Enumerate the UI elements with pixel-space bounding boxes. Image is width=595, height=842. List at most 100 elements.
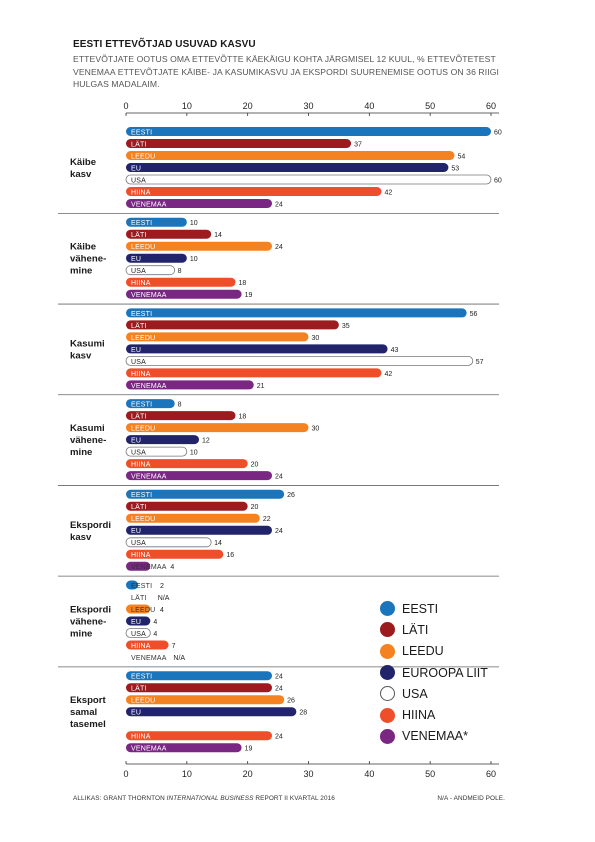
bar-category-label: USA [131,631,146,638]
bar-eu [126,163,449,172]
bar-value-label: 24 [275,674,283,681]
bar-category-label: USA [131,268,146,275]
bar-läti [126,683,272,693]
group-label-line: Käibe [70,242,96,253]
bar-category-label: LEEDU [131,153,155,160]
bar-value-label: 53 [451,165,459,172]
bar-hiina [126,277,236,287]
bar-category-label: VENEMAA [131,201,167,208]
bar-value-label: 26 [287,698,295,705]
bar-category-label: HIINA [131,189,151,196]
bar-category-label: EU [131,165,141,172]
chart-title: EESTI ETTEVÕTJAD USUVAD KASVU [73,39,256,50]
tick-label-top: 30 [303,101,313,111]
bar-usa [125,446,188,457]
bar-value-label: 4 [153,619,157,626]
bar-usa [125,355,474,366]
bar-value-label: 54 [458,153,466,160]
legend-swatch [380,728,395,744]
bar-category-label: EESTI [131,129,152,136]
bar-leedu [126,695,285,705]
source-note: ALLIKAS: GRANT THORNTON INTERNATIONAL BU… [73,795,335,802]
legend-swatch [380,686,395,702]
legend-item: LÄTI [380,619,488,640]
bar-category-label: USA [131,359,146,366]
tick-label-top: 20 [243,101,253,111]
legend-item: LEEDU [380,641,488,662]
bar-value-label: 24 [275,734,283,741]
tick-label-top: 40 [364,101,374,111]
bar-category-label: LÄTI [131,231,147,239]
bar-value-label: 24 [275,528,283,535]
bar-leedu [126,513,260,523]
tick-label-top: 60 [486,101,496,111]
bar-value-label: N/A [158,595,170,602]
legend-label: USA [402,686,428,701]
bar-value-label: 20 [251,504,259,511]
bar-category-label: USA [131,540,146,547]
bar-läti [126,229,212,239]
bar-venemaa [126,380,254,390]
bar-value-label: 24 [275,474,283,481]
bar-category-label: HIINA [131,462,151,469]
bar-eu [126,253,187,263]
legend-label: VENEMAA* [402,729,468,744]
source-suffix: REPORT II KVARTAL 2016 [253,795,335,802]
bar-leedu [126,423,309,433]
bar-läti [126,139,352,148]
bar-category-label: LÄTI [131,685,147,693]
group-label-line: Kasumi [70,423,105,434]
bar-category-label: LEEDU [131,426,155,433]
bar-value-label: 42 [385,189,393,196]
bar-eu [126,525,272,535]
bar-category-label: HIINA [131,643,151,650]
bar-value-label: 16 [226,552,234,559]
bar-eesti [126,399,175,409]
bar-value-label: 2 [160,583,164,590]
group-label: Ekspordi vähene-mine [70,605,111,640]
bar-value-label: 24 [275,686,283,693]
group-label: Ekspordi kasv [70,520,111,543]
chart-legend: EESTI LÄTI LEEDU EUROOPA LIIT USA HIINA VENEMA… [380,598,488,747]
bar-category-label: EU [131,710,141,717]
legend-item: EUROOPA LIIT [380,662,488,683]
legend-item: HIINA [380,704,488,725]
group-label-line: Ekspordi [70,520,111,531]
bar-value-label: 30 [312,335,320,342]
legend-swatch [380,601,395,617]
bar-category-label: EU [131,347,141,354]
source-publication: INTERNATIONAL BUSINESS [166,795,254,802]
bar-category-label: EU [131,528,141,535]
bar-eu [126,344,388,354]
bar-value-label: 8 [178,268,182,275]
bar-category-label: USA [131,177,146,184]
bar-value-label: 14 [214,232,222,239]
tick-label-top: 50 [425,101,435,111]
group-label-line: tasemel [70,719,106,730]
bar-venemaa [126,199,272,208]
bar-category-label: EESTI [131,583,152,590]
bar-eu [126,707,297,717]
bar-läti [126,501,248,511]
bar-hiina [126,187,382,196]
bar-hiina [126,731,272,741]
bar-eesti [126,580,139,590]
bar-category-label: EESTI [131,402,152,409]
bar-leedu [126,241,272,251]
group-label: Käibe kasv [70,157,96,180]
group-label-line: vähene- [70,254,106,265]
group-label: Kasumi vähene-mine [70,423,106,458]
bar-category-label: LÄTI [131,322,147,330]
bar-category-label: EU [131,256,141,263]
group-label-line: Kasumi [70,338,105,349]
bar-value-label: 24 [275,244,283,251]
bar-usa [125,628,151,638]
bar-value-label: 10 [190,220,198,227]
bar-value-label: 24 [275,201,283,208]
bar-value-label: 60 [494,129,502,136]
bar-value-label: 8 [178,402,182,409]
bar-eu [126,435,199,445]
bar-value-label: 10 [190,256,198,263]
tick-label-bottom: 40 [364,769,374,779]
